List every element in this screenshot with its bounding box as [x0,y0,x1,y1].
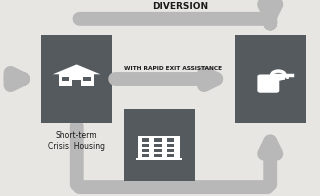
Text: DIVERSION: DIVERSION [152,2,208,11]
Text: Crisis  Housing: Crisis Housing [48,142,105,151]
Polygon shape [53,64,100,74]
FancyBboxPatch shape [154,144,162,147]
FancyBboxPatch shape [257,74,279,93]
FancyBboxPatch shape [83,77,91,81]
FancyBboxPatch shape [141,139,149,142]
FancyBboxPatch shape [61,77,69,81]
Text: Short-term: Short-term [56,131,98,140]
FancyBboxPatch shape [167,149,174,152]
FancyBboxPatch shape [59,74,94,86]
FancyBboxPatch shape [41,35,112,123]
FancyBboxPatch shape [124,109,195,181]
FancyBboxPatch shape [154,154,162,157]
Text: WITH RAPID EXIT ASSISTANCE: WITH RAPID EXIT ASSISTANCE [124,66,222,72]
FancyBboxPatch shape [167,144,174,147]
FancyBboxPatch shape [141,144,149,147]
FancyBboxPatch shape [154,139,162,142]
FancyBboxPatch shape [141,154,149,157]
FancyBboxPatch shape [141,149,149,152]
FancyBboxPatch shape [139,136,180,159]
FancyBboxPatch shape [72,80,81,86]
FancyBboxPatch shape [154,149,162,152]
FancyBboxPatch shape [136,158,182,160]
FancyBboxPatch shape [167,139,174,142]
FancyBboxPatch shape [235,35,306,123]
FancyBboxPatch shape [167,154,174,157]
